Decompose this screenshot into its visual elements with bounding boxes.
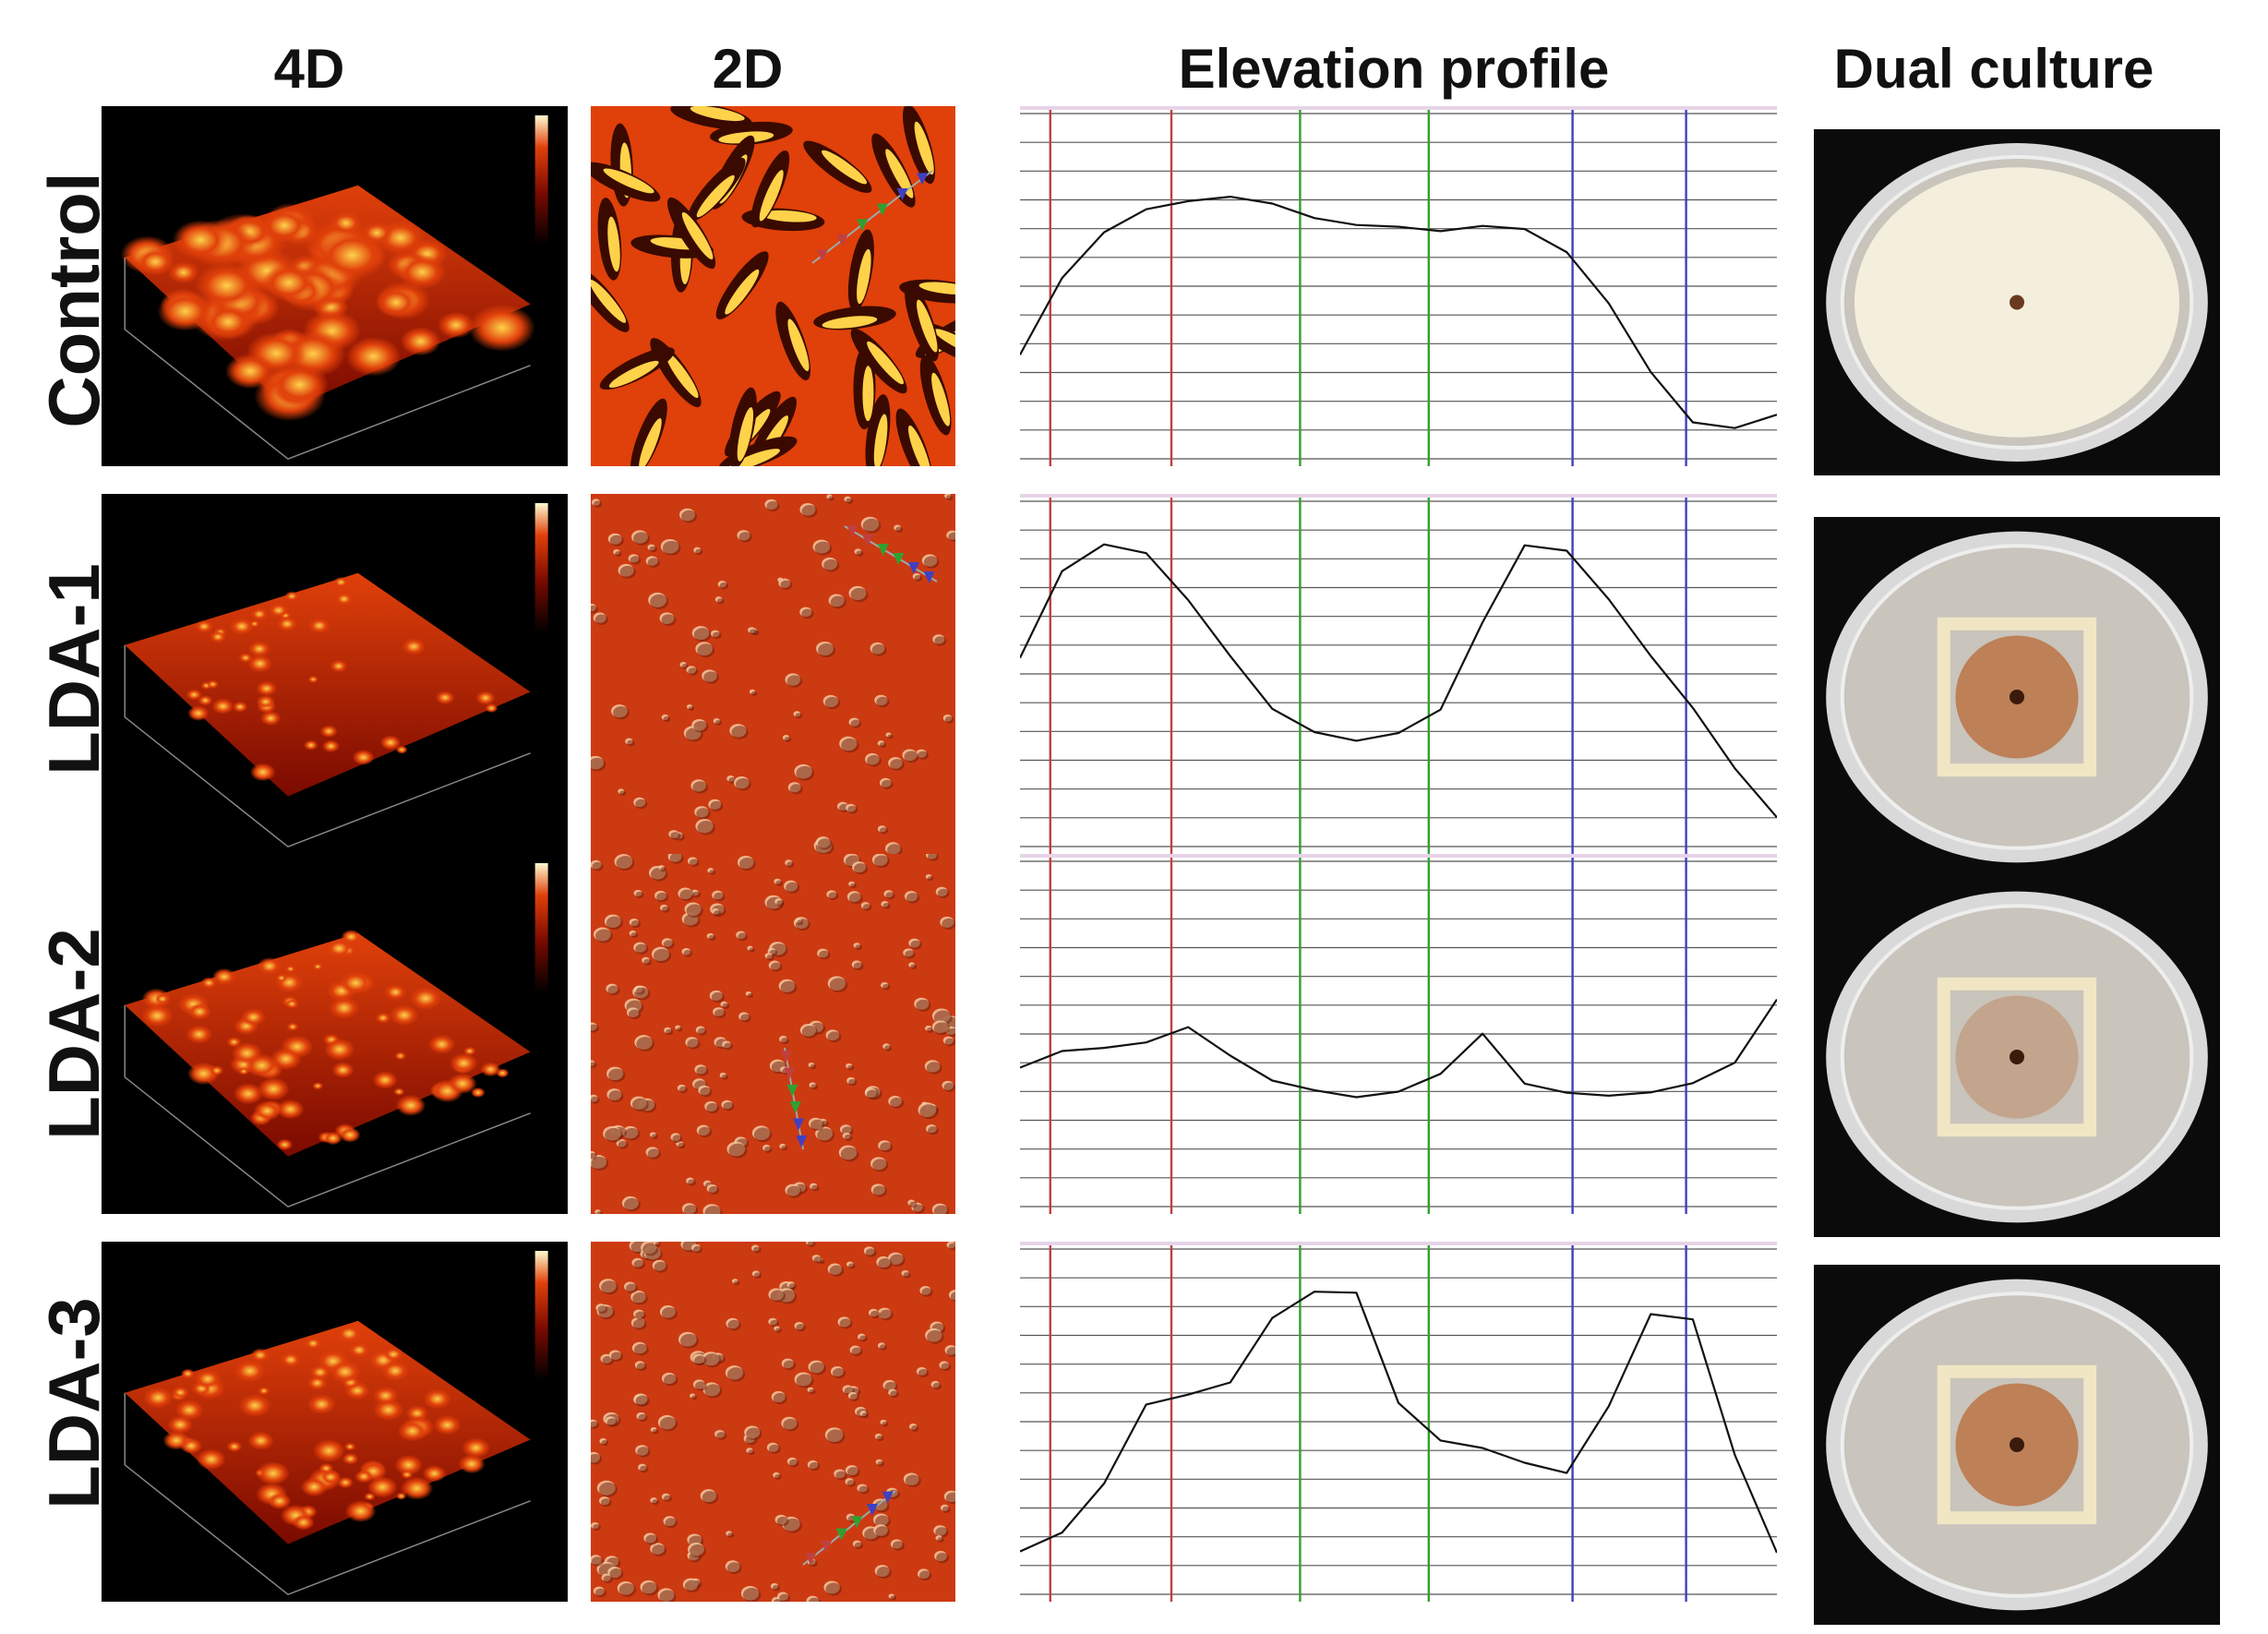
profile-marker: [876, 203, 888, 216]
profile-marker: [877, 544, 889, 556]
profile-marker: [816, 249, 828, 262]
profile-marker: [846, 525, 858, 537]
profile-marker-line: [802, 1490, 896, 1566]
profile-marker: [923, 571, 935, 583]
profile-marker: [867, 1504, 878, 1516]
profile-marker: [786, 1084, 798, 1097]
profile-marker: [851, 1516, 863, 1529]
column-header-elevation-profile: Elevation profile: [1178, 38, 1610, 100]
profile-marker: [780, 1051, 792, 1063]
dual-culture-plate-lda-3: [1814, 1265, 2220, 1625]
profile-marker-line: [784, 1047, 804, 1150]
profile-marker: [836, 234, 848, 246]
afm-4d-image-lda-1: [102, 494, 568, 854]
profile-marker: [835, 1528, 847, 1541]
profile-marker: [862, 535, 873, 547]
column-header-2d: 2D: [712, 38, 784, 100]
column-header-dual-culture: Dual culture: [1833, 38, 2154, 100]
afm-4d-image-lda-3: [102, 1242, 568, 1602]
profile-marker: [893, 553, 905, 565]
afm-surface: [125, 1320, 531, 1544]
profile-marker: [805, 1553, 817, 1566]
color-scale-bar: [534, 503, 548, 632]
profile-marker: [857, 219, 869, 232]
elevation-curve: [1020, 543, 1777, 819]
profile-marker: [896, 188, 908, 200]
elevation-profile-lda-1: [1020, 494, 1777, 854]
elevation-curve: [1020, 196, 1777, 429]
profile-marker: [784, 1067, 795, 1080]
profile-marker: [821, 1541, 832, 1553]
afm-4d-image-control: [102, 106, 568, 466]
afm-2d-image-lda-3: [591, 1242, 955, 1602]
profile-marker: [796, 1135, 808, 1147]
bacterial-streak: [1937, 1364, 2097, 1525]
color-scale-bar: [534, 115, 548, 245]
bacterial-streak: [1937, 617, 2097, 777]
profile-marker: [789, 1101, 801, 1114]
color-scale-bar: [534, 863, 548, 992]
elevation-profile-control: [1020, 106, 1777, 466]
dual-culture-plate-lda-2: [1814, 877, 2220, 1237]
profile-marker: [882, 1491, 894, 1504]
profile-marker-line: [811, 170, 933, 264]
elevation-profile-lda-2: [1020, 854, 1777, 1214]
column-header-4d: 4D: [273, 38, 345, 100]
profile-marker-line: [844, 525, 938, 583]
profile-marker: [917, 173, 929, 186]
elevation-curve: [1020, 998, 1777, 1099]
elevation-profile-lda-3: [1020, 1242, 1777, 1602]
afm-surface: [125, 572, 531, 797]
profile-marker: [793, 1118, 804, 1131]
afm-2d-image-lda-2: [591, 854, 955, 1214]
elevation-curve: [1020, 1291, 1777, 1554]
color-scale-bar: [534, 1251, 548, 1380]
afm-2d-image-lda-1: [591, 494, 955, 854]
afm-4d-image-lda-2: [102, 854, 568, 1214]
dual-culture-plate-lda-1: [1814, 517, 2220, 877]
afm-2d-image-control: [591, 106, 955, 466]
profile-marker: [908, 562, 919, 574]
bacterial-streak: [1937, 977, 2097, 1137]
dual-culture-plate-control: [1814, 129, 2220, 475]
